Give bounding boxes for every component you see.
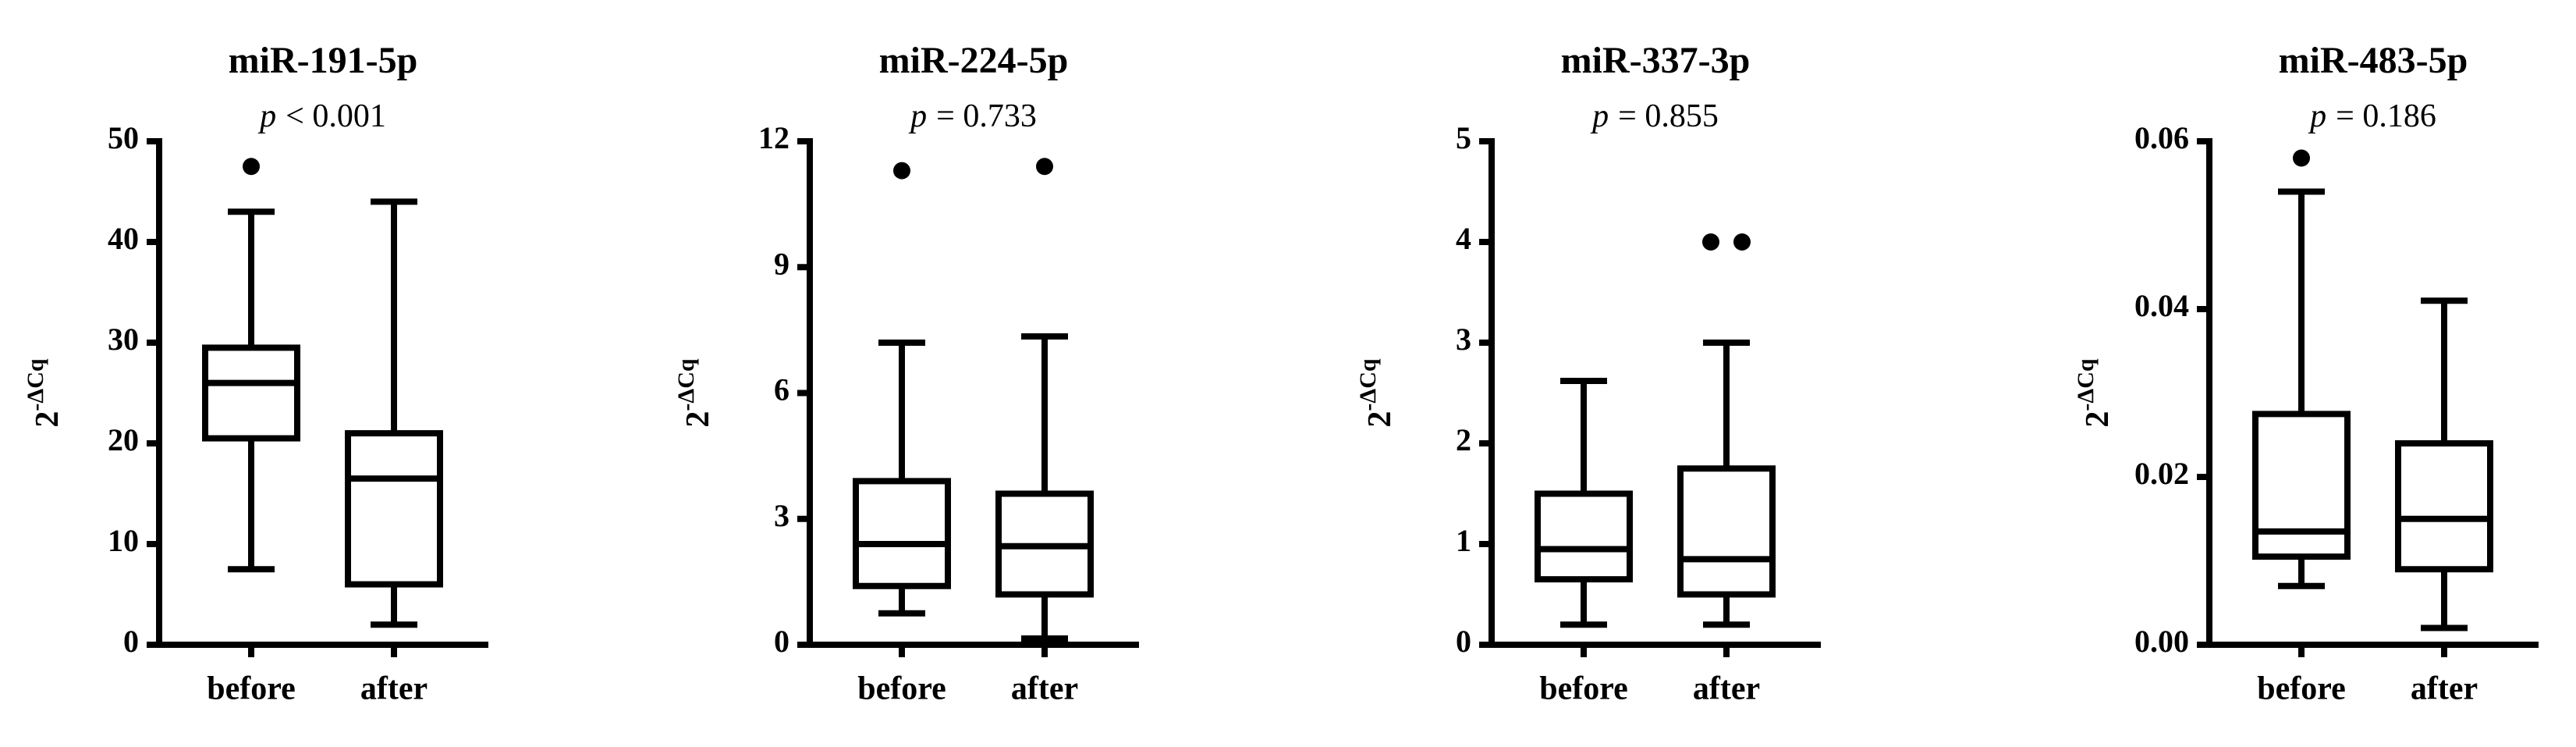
y-tick-label: 3 [774,498,789,533]
outlier [1702,233,1719,251]
y-label-base: 2 [2080,411,2116,428]
chart-panel: miR-224-5p p = 0.733 2-ΔCq 0 3 6 9 12 before after [673,40,1139,707]
box [202,344,300,442]
x-tick-label: before [1539,671,1628,707]
box [1535,490,1633,583]
box [1677,465,1776,598]
chart-panel: miR-483-5p p = 0.186 2-ΔCq 0.00 0.02 0.04 0.06 b… [2073,40,2539,707]
x-tick-label: before [857,671,946,707]
outlier [893,162,910,180]
p-value: p = 0.855 [1590,98,1719,134]
y-tick-label: 12 [758,120,789,155]
y-tick-label: 0 [774,624,789,659]
y-tick-label: 0 [123,624,139,659]
chart-title: miR-337-3p [1561,40,1751,81]
x-tick-label: before [207,671,296,707]
y-axis-label: 2-ΔCq [673,358,716,427]
y-tick-label: 0.04 [2134,288,2189,323]
y-axis-label: 2-ΔCq [23,358,66,427]
chart-title: miR-483-5p [2279,40,2468,81]
chart-title: miR-191-5p [229,40,418,81]
x-tick-label: after [360,671,428,707]
y-tick-label: 10 [108,523,139,558]
y-tick-label: 4 [1456,221,1471,256]
p-text: = 0.186 [2336,98,2436,134]
x-tick-label: after [1693,671,1760,707]
y-tick-label: 0.00 [2134,624,2189,659]
y-label-superscript: -ΔCq [2073,358,2099,411]
y-tick-label: 5 [1456,120,1471,155]
y-axis-label: 2-ΔCq [1355,358,1398,427]
outlier [1733,233,1751,251]
box [2252,411,2351,560]
p-text: < 0.001 [286,98,386,134]
box [853,478,951,589]
y-tick-label: 2 [1456,422,1471,457]
y-label-base: 2 [30,411,66,428]
outlier [2293,149,2310,167]
y-label-superscript: -ΔCq [1355,358,1381,411]
p-symbol: p [1590,98,1609,134]
p-symbol: p [2308,98,2326,134]
y-label-base: 2 [680,411,716,428]
outlier [243,158,260,176]
chart-panel: miR-191-5p p < 0.001 2-ΔCq 0 10 20 30 40 50 before… [23,40,488,707]
y-tick-label: 1 [1456,523,1471,558]
y-tick-label: 0.02 [2134,456,2189,491]
y-tick-label: 20 [108,422,139,457]
x-tick-label: after [1011,671,1078,707]
y-label-base: 2 [1362,411,1398,428]
box [345,430,443,588]
y-tick-label: 40 [108,221,139,256]
y-label-superscript: -ΔCq [23,358,48,411]
y-tick-label: 50 [108,120,139,155]
p-value: p = 0.186 [2308,98,2436,134]
p-text: = 0.733 [936,98,1037,134]
chart-title: miR-224-5p [879,40,1069,81]
x-tick-label: after [2411,671,2478,707]
x-tick-label: before [2257,671,2346,707]
y-tick-label: 30 [108,322,139,357]
p-text: = 0.855 [1618,98,1719,134]
p-value: p = 0.733 [908,98,1037,134]
y-tick-label: 0 [1456,624,1471,659]
outlier [1036,158,1053,176]
y-tick-label: 6 [774,372,789,407]
p-value: p < 0.001 [257,98,386,134]
p-symbol: p [908,98,927,134]
y-tick-label: 0.06 [2134,120,2189,155]
y-tick-label: 9 [774,246,789,281]
y-tick-label: 3 [1456,322,1471,357]
p-symbol: p [257,98,276,134]
y-axis-label: 2-ΔCq [2073,358,2116,427]
y-label-superscript: -ΔCq [673,358,699,411]
box [2395,440,2493,573]
